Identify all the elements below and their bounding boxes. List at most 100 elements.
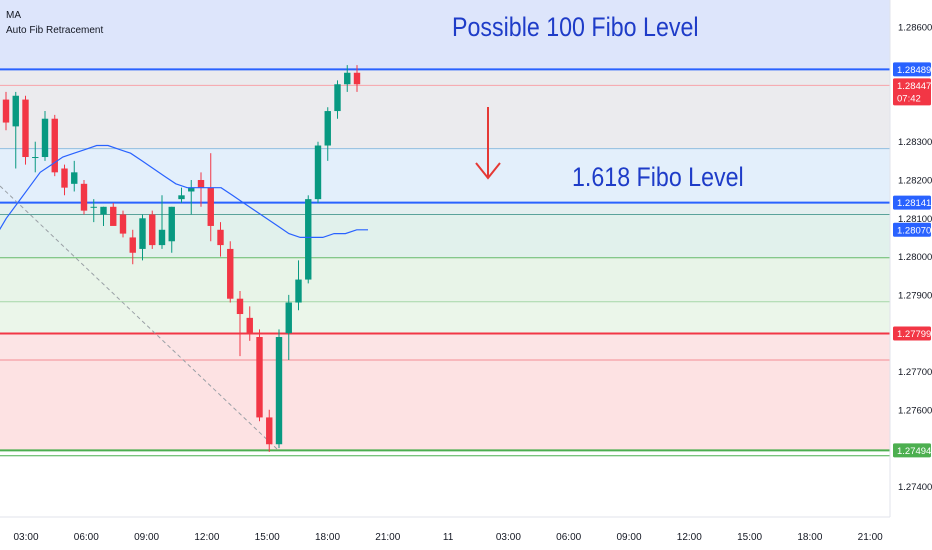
candle-body	[119, 214, 127, 234]
candle-body	[51, 118, 58, 173]
price-label-0: 1.28489	[893, 62, 931, 77]
candle-6[interactable]	[61, 164, 68, 196]
price-label-3: 1.28070	[893, 222, 931, 237]
candle-body	[12, 95, 19, 127]
candle-9[interactable]	[90, 199, 97, 223]
candle-34[interactable]	[334, 80, 341, 119]
fib-lines	[0, 68, 890, 457]
candle-29[interactable]	[285, 294, 292, 360]
time-tick-label: 06:00	[74, 532, 99, 543]
price-tick-label: 1.28600	[898, 22, 932, 33]
candle-36[interactable]	[353, 65, 361, 92]
candle-body	[149, 214, 156, 246]
candle-19[interactable]	[188, 179, 195, 215]
price-axis[interactable]: 1.28600 1.28300 1.28200 1.28100 1.28000 1.279…	[889, 0, 932, 517]
time-tick-label: 11	[443, 532, 454, 543]
fib-trend-line	[0, 185, 278, 450]
candle-body	[61, 168, 68, 188]
price-label-value: 1.27799	[897, 329, 931, 340]
candles[interactable]	[2, 65, 361, 452]
annotation-1618-fibo: 1.618 Fibo Level	[572, 162, 744, 192]
price-label-2: 1.28141	[893, 195, 931, 210]
candle-24[interactable]	[236, 291, 244, 357]
candle-body	[32, 157, 39, 159]
legend-ma[interactable]: MA	[6, 10, 21, 21]
candle-10[interactable]	[100, 206, 107, 226]
price-tick-label: 1.28300	[898, 137, 932, 148]
price-tick-label: 1.27900	[898, 290, 932, 301]
time-tick-label: 18:00	[315, 532, 340, 543]
candle-2[interactable]	[22, 95, 29, 165]
time-tick-label: 18:00	[797, 532, 822, 543]
candle-1[interactable]	[12, 91, 19, 169]
candle-22[interactable]	[217, 222, 224, 257]
candle-16[interactable]	[158, 195, 166, 249]
candle-body	[80, 183, 88, 211]
fib-zone-8	[0, 359, 890, 451]
price-label-box	[893, 222, 931, 237]
candle-13[interactable]	[129, 229, 136, 265]
candle-23[interactable]	[227, 241, 234, 303]
candle-4[interactable]	[41, 111, 49, 161]
price-label-value: 1.28447	[897, 81, 931, 92]
price-label-box	[893, 443, 931, 458]
price-label-5: 1.27494	[893, 443, 931, 458]
candle-body	[314, 145, 322, 200]
time-tick-label: 03:00	[496, 532, 521, 543]
candle-7[interactable]	[71, 160, 78, 192]
candle-body	[324, 111, 331, 146]
candle-11[interactable]	[110, 202, 117, 226]
price-label-box	[893, 78, 931, 106]
candle-body	[178, 195, 185, 200]
time-tick-label: 21:00	[375, 532, 400, 543]
candle-28[interactable]	[275, 329, 283, 449]
candle-body	[285, 302, 292, 334]
candle-body	[188, 187, 195, 192]
candle-body	[295, 279, 302, 303]
candle-30[interactable]	[295, 260, 302, 311]
candle-25[interactable]	[246, 306, 253, 341]
time-tick-label: 12:00	[194, 532, 219, 543]
fib-zones	[0, 0, 890, 451]
time-axis[interactable]: 03:00 06:00 09:00 12:00 15:00 18:00 21:00 11 03:…	[13, 532, 883, 543]
candle-5[interactable]	[51, 114, 58, 177]
candle-12[interactable]	[119, 210, 127, 238]
fib-zone-3	[0, 202, 890, 215]
price-tick-label: 1.27600	[898, 405, 932, 416]
candle-0[interactable]	[2, 91, 10, 131]
candle-31[interactable]	[305, 195, 312, 284]
price-label-value: 1.28141	[897, 198, 931, 209]
candle-8[interactable]	[80, 179, 88, 215]
price-label-value: 1.28070	[897, 225, 931, 236]
candle-body	[305, 199, 312, 280]
candle-32[interactable]	[314, 141, 322, 203]
candle-body	[256, 337, 263, 418]
down-arrow	[475, 107, 501, 180]
candle-21[interactable]	[207, 153, 214, 242]
candle-33[interactable]	[324, 107, 331, 161]
price-tick-label: 1.27400	[898, 482, 932, 493]
legend-auto-fib[interactable]: Auto Fib Retracement	[6, 25, 104, 36]
time-tick-label: 06:00	[556, 532, 581, 543]
candle-35[interactable]	[344, 65, 351, 92]
candle-17[interactable]	[168, 206, 175, 253]
candle-14[interactable]	[139, 214, 146, 261]
candle-body	[90, 206, 97, 208]
candle-body	[41, 118, 49, 158]
candle-18[interactable]	[178, 187, 185, 203]
price-tick-label: 1.27700	[898, 367, 932, 378]
candle-body	[353, 72, 361, 85]
candle-3[interactable]	[32, 141, 39, 173]
price-label-countdown: 07:42	[897, 93, 921, 104]
time-tick-label: 12:00	[677, 532, 702, 543]
fib-zone-4	[0, 214, 890, 258]
candle-15[interactable]	[149, 210, 156, 249]
candle-body	[207, 187, 214, 226]
candle-26[interactable]	[256, 329, 263, 422]
candle-body	[110, 206, 117, 226]
candle-27[interactable]	[266, 409, 273, 452]
candle-20[interactable]	[197, 172, 205, 207]
